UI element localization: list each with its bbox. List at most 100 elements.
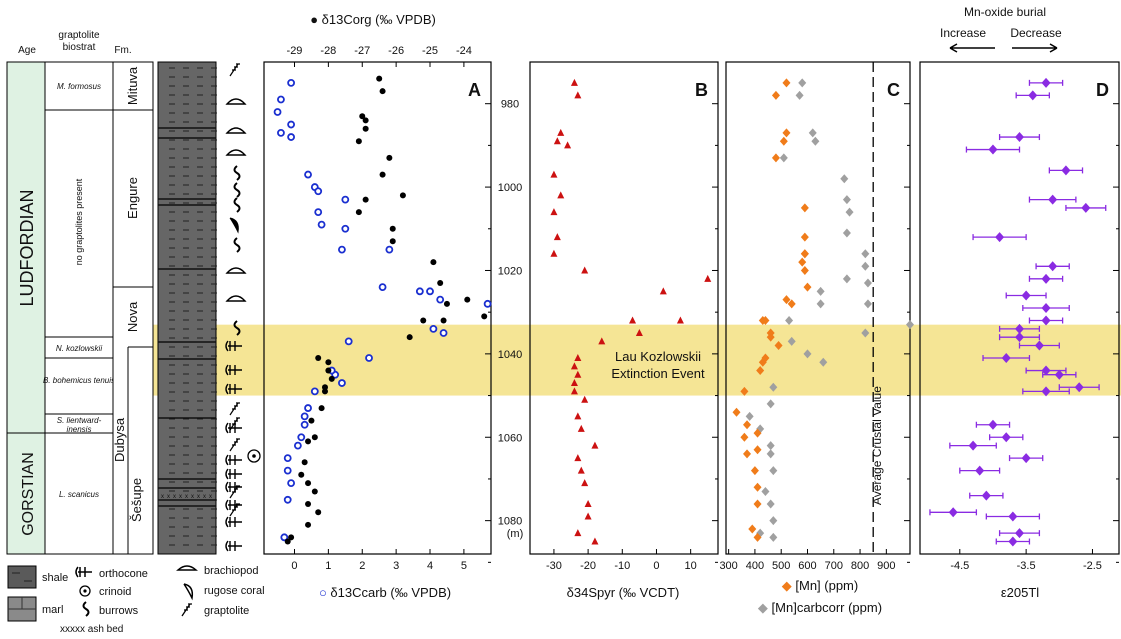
panel-a-top-axis-title: ● δ13Corg (‰ VPDB) <box>310 12 436 27</box>
mn-point <box>787 299 796 309</box>
x-tick-label: -10 <box>614 560 630 572</box>
mn-point <box>750 466 759 476</box>
mn-point <box>766 332 775 342</box>
corg-point <box>305 500 312 507</box>
mncorr-point <box>808 128 817 138</box>
mncorr-point <box>819 357 828 367</box>
x-tick-label: -26 <box>388 45 404 57</box>
x-tick-label: 900 <box>877 560 895 572</box>
graptolite-symbol <box>229 485 240 499</box>
spyr-point <box>570 78 578 86</box>
ccarb-point <box>300 420 309 429</box>
spyr-point <box>557 128 565 136</box>
brachiopod-symbol <box>225 149 247 156</box>
ccarb-point <box>338 379 346 387</box>
x-tick-label: 0 <box>291 560 297 572</box>
mncorr-point <box>840 174 849 184</box>
ccarb-point <box>283 466 292 475</box>
corg-point <box>379 171 386 178</box>
spyr-point <box>574 412 582 420</box>
corg-point <box>305 480 312 487</box>
age-column: LUDFORDIAN GORSTIAN <box>6 61 46 555</box>
legend-ash-bed: xxxxx ash bed <box>60 624 123 635</box>
tl-point <box>1015 132 1024 143</box>
spyr-point <box>659 287 667 295</box>
corg-point <box>359 113 366 120</box>
ccarb-point <box>277 128 285 137</box>
corg-point <box>305 521 312 528</box>
tl-point <box>1001 353 1011 364</box>
corg-point <box>440 317 447 324</box>
graptolite-symbol <box>229 63 240 77</box>
mncorr-point <box>779 153 788 163</box>
legend-brachiopod: brachiopod <box>204 565 258 577</box>
ash-bed-mark: x <box>179 494 182 500</box>
mncorr-point <box>845 207 854 217</box>
tl-point <box>995 232 1005 243</box>
mncorr-point <box>842 228 851 238</box>
mn-point <box>774 341 783 351</box>
depth-tick-label: 1080 <box>498 516 522 528</box>
spyr-point <box>584 499 592 507</box>
ccarb-point <box>338 245 346 254</box>
burrow-symbol <box>233 165 241 181</box>
panel-letter-a: A <box>468 80 481 100</box>
zone-kozlowskii: N. kozlowskii <box>56 344 102 353</box>
corg-point <box>389 238 396 245</box>
fossil-symbols-column <box>225 63 261 552</box>
x-tick-label: 2 <box>359 560 365 572</box>
spyr-point <box>574 454 582 462</box>
mn-point <box>753 428 762 438</box>
tl-point <box>988 144 998 155</box>
panel-frame-d <box>919 61 1120 555</box>
graptolite-symbol <box>229 402 240 416</box>
x-tick-label: 300 <box>719 560 737 572</box>
mncorr-point <box>798 78 807 88</box>
formation-column: Mituva Engure Nova Dubysa Šešupe <box>112 61 154 555</box>
mncorr-point <box>863 299 872 309</box>
x-tick-label: 500 <box>772 560 790 572</box>
ash-bed-mark: x <box>191 494 194 500</box>
graptolite-symbol <box>229 503 240 517</box>
x-tick-label: -20 <box>580 560 596 572</box>
corg-point <box>399 192 406 199</box>
mn-point <box>782 295 791 305</box>
mncorr-point <box>769 382 778 392</box>
tl-point <box>1074 382 1084 393</box>
formation-nova: Nova <box>125 301 140 332</box>
mn-point <box>771 153 780 163</box>
corg-point <box>481 313 488 320</box>
mncorr-point <box>769 466 778 476</box>
corg-point <box>379 88 386 95</box>
panel-a-bottom-axis-title: ○ δ13Ccarb (‰ VPDB) <box>319 585 451 600</box>
brachiopod-symbol <box>225 127 247 134</box>
tl-point <box>1054 369 1064 380</box>
spyr-point <box>584 512 592 520</box>
legend-crinoid: crinoid <box>99 586 131 598</box>
ash-bed-mark: x <box>197 494 200 500</box>
spyr-point <box>553 233 561 241</box>
formation-engure: Engure <box>125 177 140 219</box>
spyr-point <box>574 91 582 99</box>
tl-point <box>1015 323 1024 334</box>
corg-point <box>305 438 312 445</box>
mncorr-point <box>861 328 870 338</box>
x-tick-label: 1 <box>325 560 331 572</box>
mn-point <box>798 257 807 267</box>
mn-point <box>740 386 749 396</box>
spyr-point <box>550 170 558 178</box>
orthocone-symbol <box>225 499 242 511</box>
ccarb-point <box>300 412 309 421</box>
mncorr-point <box>842 274 851 284</box>
graptolite-symbol <box>229 417 240 431</box>
panel-frame-a <box>263 61 492 555</box>
panel-b-axis-title: δ34Spyr (‰ VCDT) <box>567 585 680 600</box>
corg-point <box>301 459 308 466</box>
mn-point <box>732 407 741 417</box>
ccarb-point <box>436 295 445 304</box>
spyr-point <box>581 479 589 487</box>
tl-point <box>1041 273 1051 284</box>
panel-letter-c: C <box>887 80 900 100</box>
ccarb-point <box>304 404 312 412</box>
spyr-point <box>553 137 561 145</box>
